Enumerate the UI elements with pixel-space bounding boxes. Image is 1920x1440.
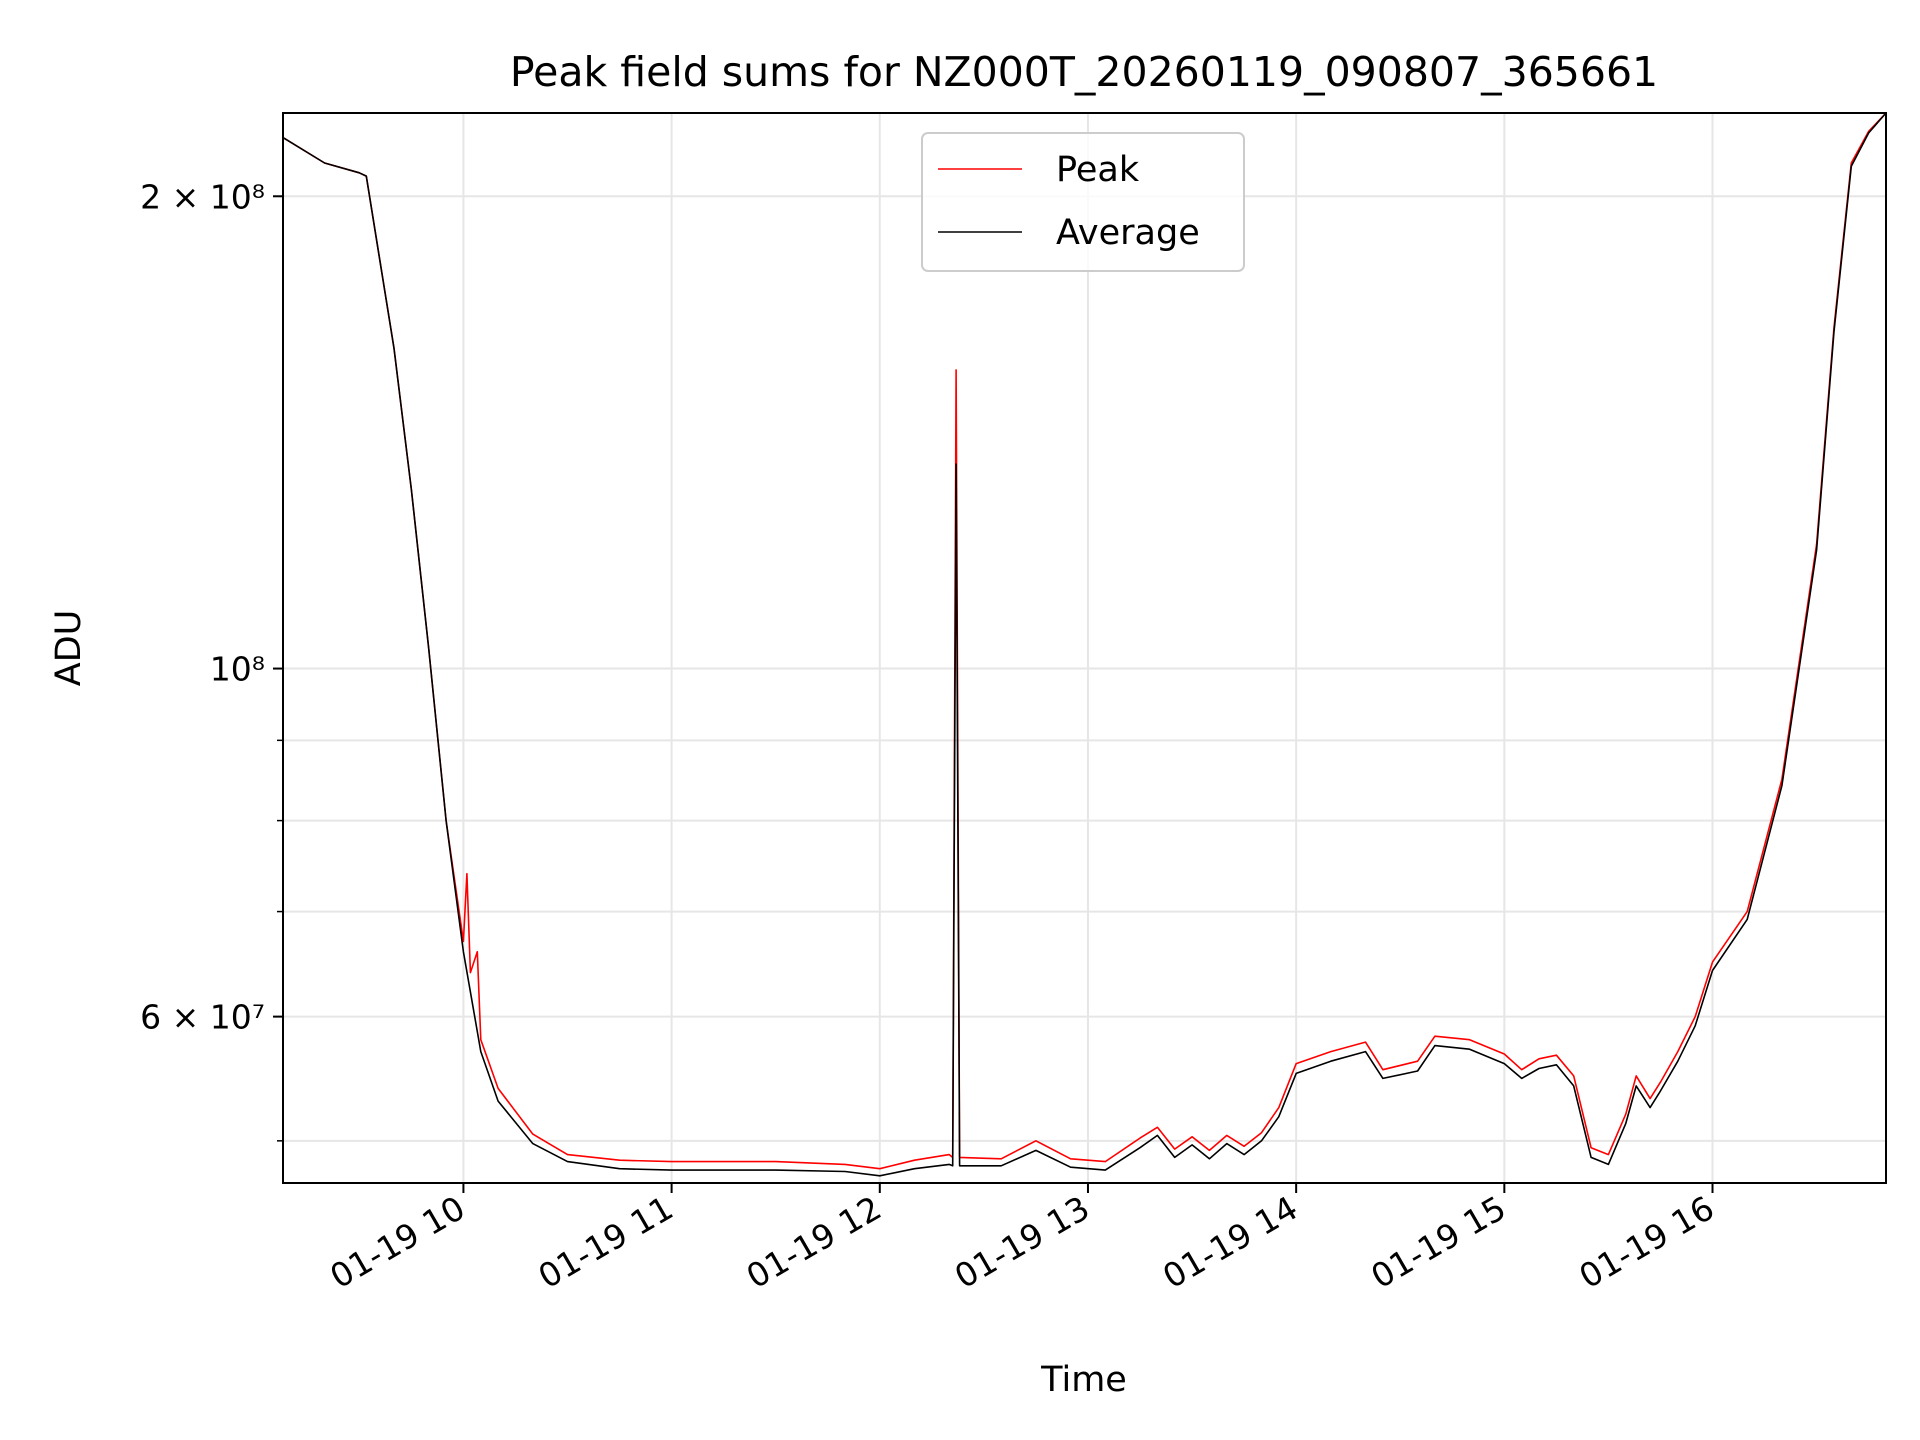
plot-frame <box>282 112 1887 1184</box>
y-axis-title: ADU <box>49 610 89 687</box>
y-tick-label: 10⁸ <box>210 650 265 689</box>
legend-label-peak: Peak <box>1056 150 1140 190</box>
legend-box <box>921 132 1245 272</box>
chart-title: Peak field sums for NZ000T_20260119_0908… <box>510 48 1658 96</box>
legend-label-average: Average <box>1056 213 1200 253</box>
y-tick-label: 2 × 10⁸ <box>140 177 265 216</box>
series-layer <box>282 112 1887 1177</box>
series-line-average <box>282 112 1887 1177</box>
series-line-peak <box>282 112 1887 1170</box>
y-tick-label: 6 × 10⁷ <box>140 998 265 1037</box>
x-axis-title: Time <box>1040 1360 1127 1400</box>
legend: Peak Average <box>921 132 1245 272</box>
